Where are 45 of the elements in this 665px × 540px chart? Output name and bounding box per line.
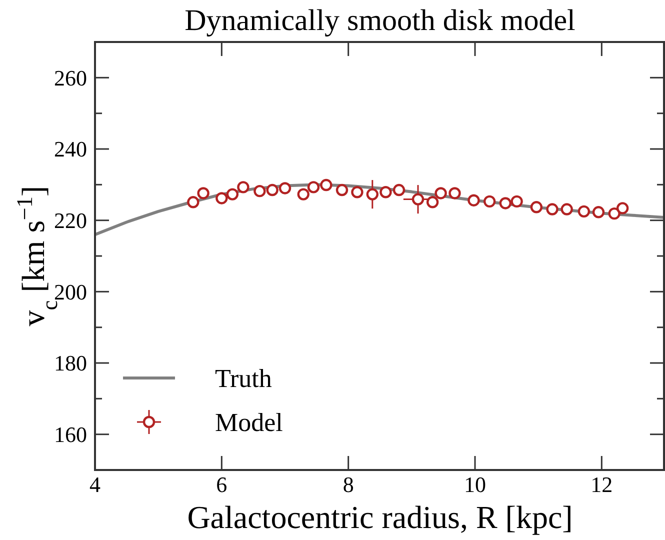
x-tick-label: 6 xyxy=(216,472,228,497)
point xyxy=(380,186,392,198)
point xyxy=(616,202,629,214)
point xyxy=(320,178,332,192)
legend-label: Model xyxy=(215,408,283,437)
point xyxy=(426,196,439,208)
point xyxy=(483,195,496,208)
y-tick-label: 180 xyxy=(54,350,87,376)
point xyxy=(237,181,250,194)
point xyxy=(307,181,320,194)
legend-label: Truth xyxy=(215,364,272,393)
point xyxy=(336,184,348,196)
point xyxy=(392,184,406,196)
x-tick-label: 8 xyxy=(342,472,354,497)
point xyxy=(468,194,480,206)
point xyxy=(412,193,424,206)
x-tick-label: 10 xyxy=(464,472,486,497)
point xyxy=(499,197,512,210)
point xyxy=(297,188,310,200)
chart-title: Dynamically smooth disk model xyxy=(184,4,576,37)
point xyxy=(226,188,239,200)
point xyxy=(351,186,364,198)
point xyxy=(278,182,292,194)
point xyxy=(448,187,461,200)
y-tick-label: 260 xyxy=(54,65,87,90)
x-tick-label: 12 xyxy=(590,472,613,497)
y-tick-label: 220 xyxy=(54,208,87,234)
point xyxy=(560,203,573,216)
point xyxy=(578,205,590,218)
point xyxy=(546,203,558,216)
point xyxy=(197,187,210,200)
point xyxy=(254,184,266,198)
y-tick-label: 240 xyxy=(54,136,87,162)
point xyxy=(592,206,605,218)
point xyxy=(530,201,543,214)
point xyxy=(187,196,200,208)
point xyxy=(608,207,620,220)
y-tick-label: 160 xyxy=(54,422,87,448)
point xyxy=(266,184,278,196)
point xyxy=(510,195,523,208)
point xyxy=(366,188,378,200)
x-tick-label: 4 xyxy=(90,472,100,497)
x-axis-title: Galactocentric radius, R [kpc] xyxy=(187,499,573,535)
point xyxy=(216,192,228,204)
point xyxy=(434,187,447,200)
